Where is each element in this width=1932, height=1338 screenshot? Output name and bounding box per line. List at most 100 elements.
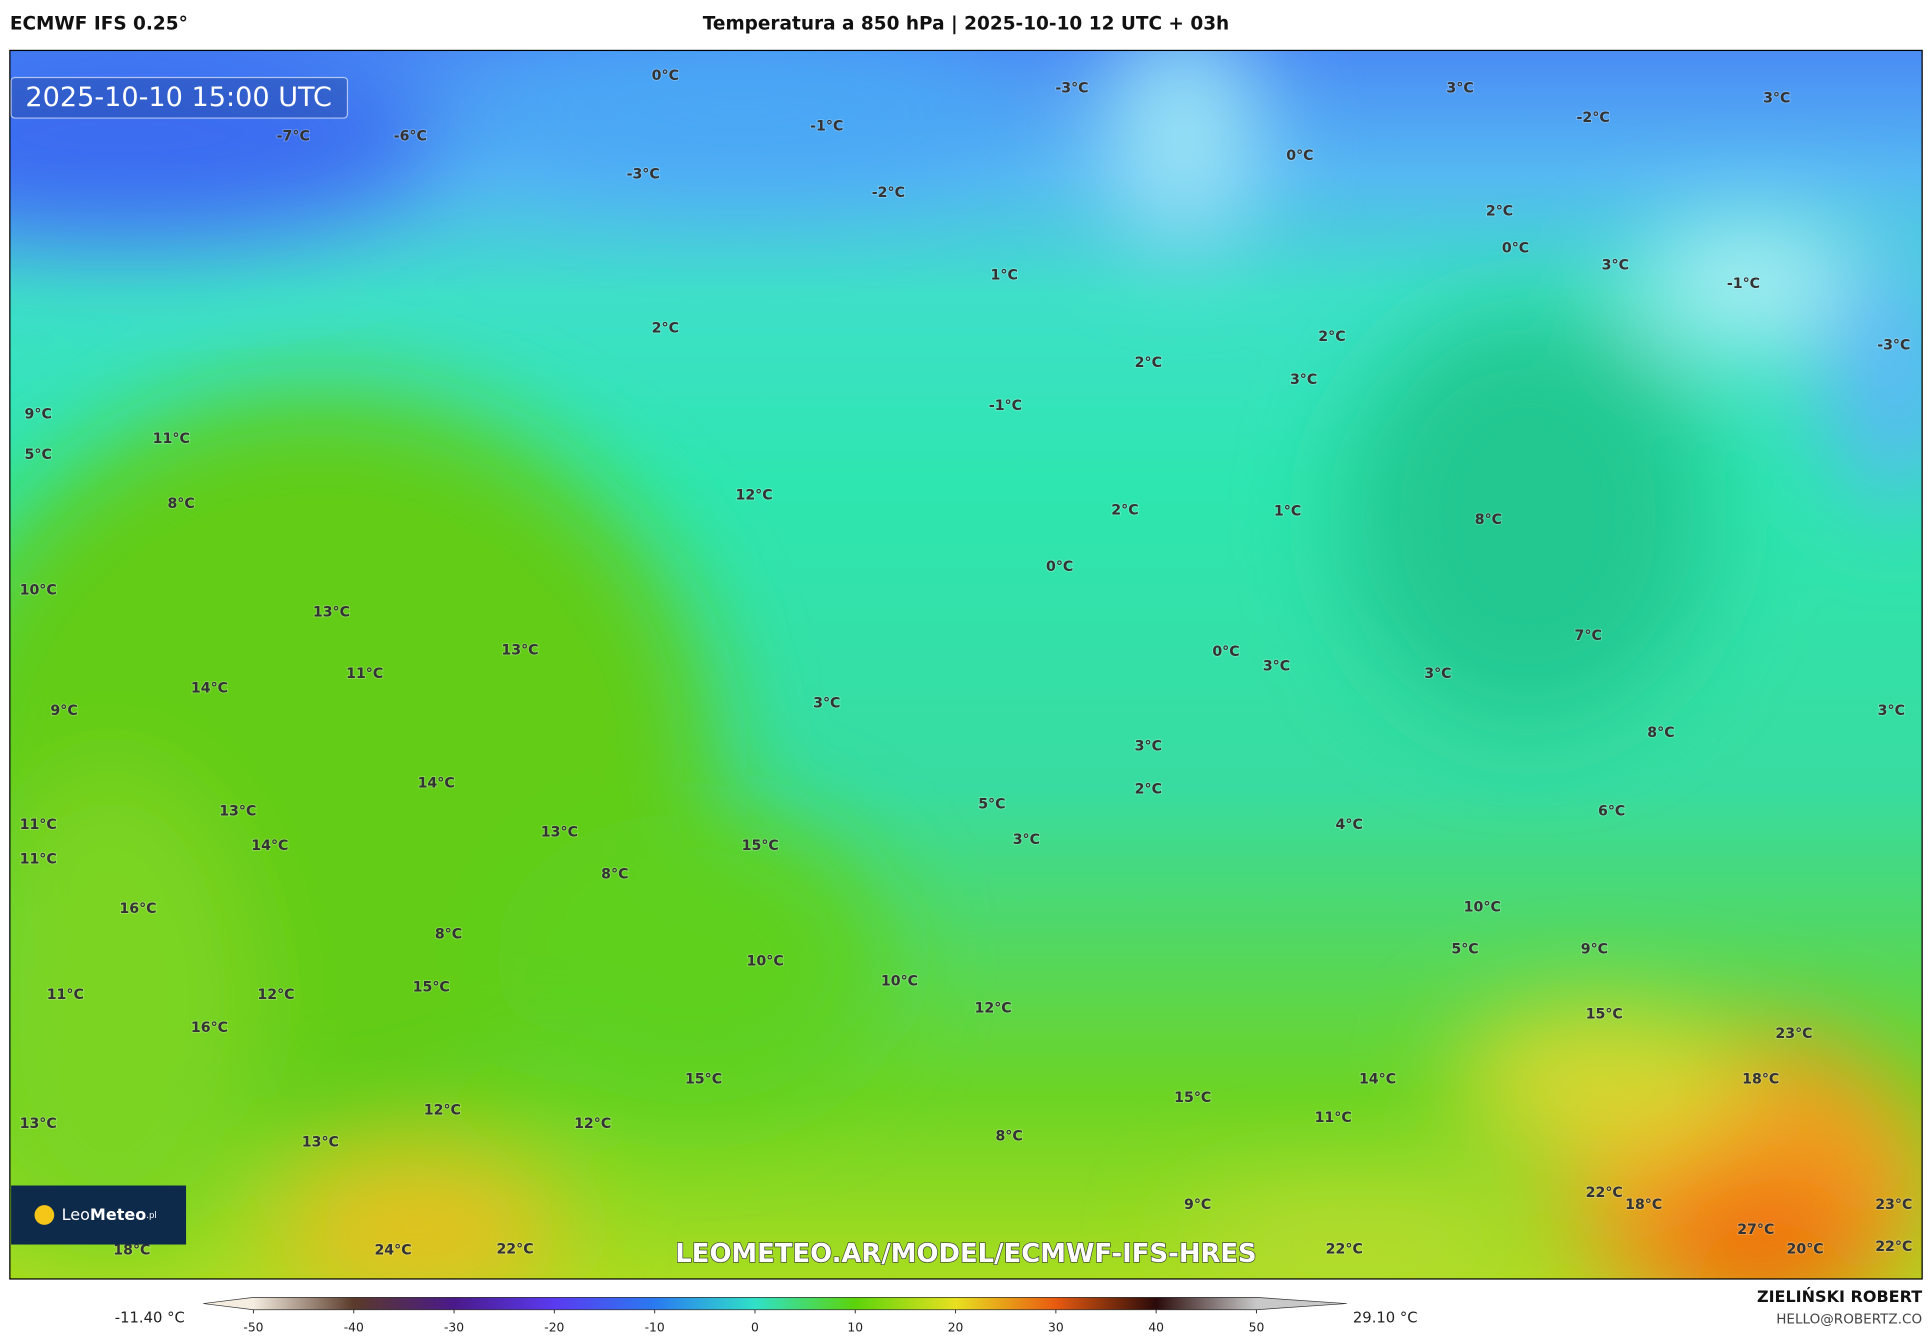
temperature-label: -2°C	[1577, 110, 1610, 126]
temperature-label: 0°C	[1286, 148, 1313, 164]
temperature-label: 11°C	[153, 431, 190, 447]
colorbar: -11.40 °C 29.10 °C -50 -40 -30 -20 -10 0 10 20 3…	[115, 1297, 1418, 1335]
temperature-label: 3°C	[813, 695, 840, 711]
temperature-label: 8°C	[1647, 725, 1674, 741]
temperature-label: 3°C	[1013, 832, 1040, 848]
logo-meteo: Meteo	[90, 1205, 146, 1224]
temperature-label: 8°C	[601, 866, 628, 882]
temperature-label: 22°C	[1875, 1239, 1912, 1255]
colorbar-tick-label: -10	[645, 1321, 665, 1335]
temperature-label: 8°C	[995, 1128, 1022, 1144]
temperature-label: 3°C	[1446, 81, 1473, 97]
temperature-label: 8°C	[435, 927, 462, 943]
colorbar-bar	[203, 1297, 1347, 1311]
map-frame	[9, 49, 1923, 1280]
temperature-label: 23°C	[1775, 1026, 1812, 1042]
temperature-label: 14°C	[251, 838, 288, 854]
colorbar-tick-label: -50	[243, 1321, 263, 1335]
temperature-label: 5°C	[978, 796, 1005, 812]
temperature-label: 3°C	[1290, 372, 1317, 388]
temperature-label: 12°C	[735, 488, 772, 504]
temperature-label: 2°C	[1486, 204, 1513, 220]
colorbar-min: -11.40 °C	[115, 1309, 185, 1326]
temperature-label: 10°C	[747, 954, 784, 970]
temperature-label: 5°C	[1451, 941, 1478, 957]
temperature-label: -6°C	[394, 129, 427, 145]
temperature-label: 3°C	[1878, 703, 1905, 719]
temperature-label: 13°C	[313, 604, 350, 620]
temperature-label: 27°C	[1737, 1222, 1774, 1238]
colorbar-tick-label: 0	[751, 1321, 759, 1335]
temperature-label: 2°C	[1135, 355, 1162, 371]
temperature-label: 1°C	[1274, 504, 1301, 520]
temperature-label: 18°C	[113, 1243, 150, 1259]
temperature-label: 9°C	[25, 406, 52, 422]
colorbar-tick-label: 10	[847, 1321, 863, 1335]
temperature-label: 11°C	[20, 817, 57, 833]
temperature-label: 11°C	[47, 987, 84, 1003]
temperature-label: 15°C	[413, 980, 450, 996]
temperature-label: 4°C	[1336, 817, 1363, 833]
temperature-label: 10°C	[20, 582, 57, 598]
temperature-label: 2°C	[1135, 782, 1162, 798]
temperature-label: 11°C	[346, 666, 383, 682]
logo-text: LeoMeteo.pl	[62, 1205, 157, 1224]
temperature-label: 22°C	[1586, 1185, 1623, 1201]
title: Temperatura a 850 hPa | 2025-10-10 12 UT…	[703, 14, 1229, 35]
logo-leo: Leo	[62, 1205, 90, 1224]
temperature-label: 3°C	[1424, 666, 1451, 682]
temperature-label: 13°C	[541, 825, 578, 841]
temperature-label: 3°C	[1763, 90, 1790, 106]
temperature-label: -1°C	[989, 398, 1022, 414]
temperature-label: 0°C	[652, 68, 679, 84]
temperature-label: -3°C	[1055, 81, 1088, 97]
colorbar-max: 29.10 °C	[1353, 1309, 1418, 1326]
logo-suffix: .pl	[146, 1211, 157, 1221]
temperature-label: 11°C	[1315, 1110, 1352, 1126]
temperature-label: 0°C	[1502, 240, 1529, 256]
temperature-label: 18°C	[1742, 1072, 1779, 1088]
temperature-label: 11°C	[20, 852, 57, 868]
colorbar-tick-label: -20	[544, 1321, 564, 1335]
temperature-label: -1°C	[1727, 276, 1760, 292]
temperature-label: 16°C	[119, 901, 156, 917]
temperature-label: 16°C	[191, 1020, 228, 1036]
colorbar-tick-label: 50	[1249, 1321, 1265, 1335]
temperature-label: 13°C	[302, 1134, 339, 1150]
temperature-label: 5°C	[25, 447, 52, 463]
watermark: LEOMETEO.AR/MODEL/ECMWF-IFS-HRES	[675, 1239, 1256, 1269]
temperature-label: 12°C	[975, 1000, 1012, 1016]
author: ZIELIŃSKI ROBERT	[1757, 1287, 1922, 1306]
temperature-label: 12°C	[424, 1102, 461, 1118]
colorbar-tick-label: -30	[444, 1321, 464, 1335]
temperature-label: 9°C	[50, 703, 77, 719]
temperature-label: 2°C	[652, 320, 679, 336]
temperature-label: 24°C	[374, 1243, 411, 1259]
temperature-label: 0°C	[1212, 644, 1239, 660]
temperature-label: 7°C	[1575, 628, 1602, 644]
temperature-label: 22°C	[1326, 1241, 1363, 1257]
temperature-label: 1°C	[991, 267, 1018, 283]
temperature-label: 15°C	[1174, 1090, 1211, 1106]
temperature-label: 10°C	[881, 973, 918, 989]
temperature-label: -3°C	[1877, 338, 1910, 354]
temperature-label: 2°C	[1318, 329, 1345, 345]
temperature-label: -1°C	[810, 119, 843, 135]
temperature-label: 3°C	[1602, 258, 1629, 274]
temperature-label: 12°C	[574, 1116, 611, 1132]
temperature-label: 22°C	[496, 1241, 533, 1257]
temperature-labels: 0°C -3°C 3°C 3°C -2°C -7°C -6°C -1°C 0°C -3°C -2°C…	[19, 67, 1914, 1259]
temperature-label: 18°C	[1625, 1197, 1662, 1213]
colorbar-tick-label: 40	[1148, 1321, 1164, 1335]
temperature-label: 14°C	[418, 775, 455, 791]
temperature-label: 13°C	[501, 643, 538, 659]
temperature-label: 9°C	[1184, 1197, 1211, 1213]
colorbar-tick-label: -40	[344, 1321, 364, 1335]
temperature-label: 3°C	[1135, 738, 1162, 754]
temperature-label: 10°C	[1464, 900, 1501, 916]
logo-sun	[34, 1205, 55, 1225]
timestamp-box	[10, 76, 349, 119]
temperature-label: 13°C	[219, 804, 256, 820]
